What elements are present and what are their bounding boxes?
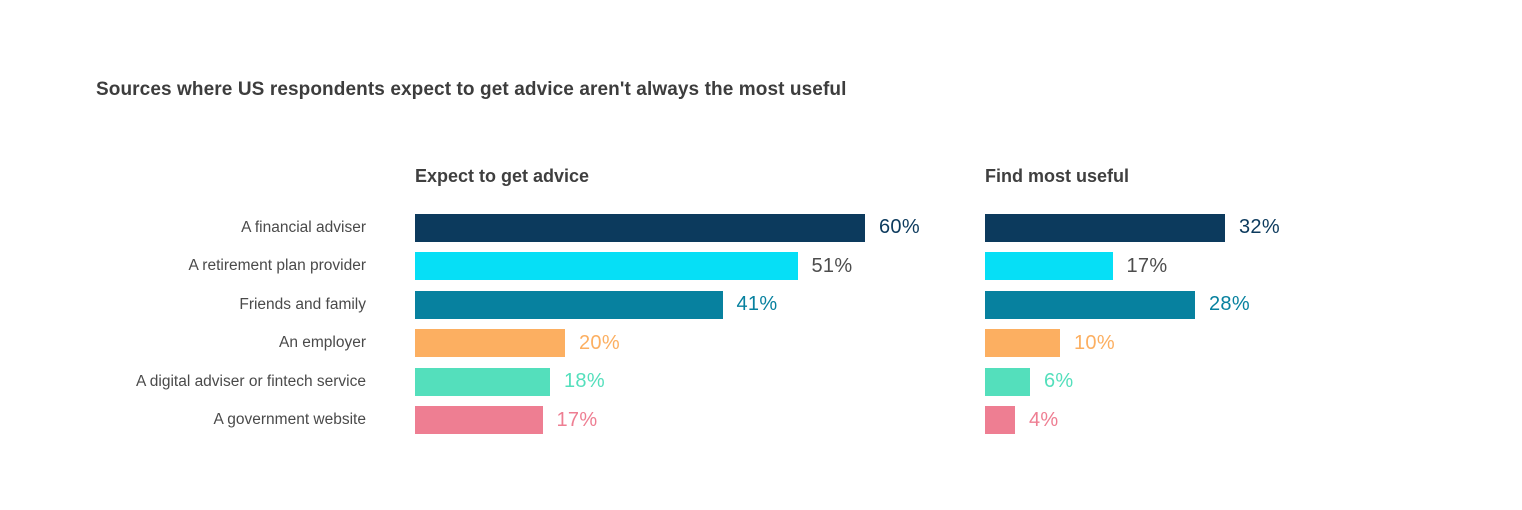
category-label: A financial adviser	[241, 218, 366, 236]
bar	[415, 329, 565, 357]
category-label: A retirement plan provider	[188, 257, 366, 274]
category-label: Friends and family	[239, 295, 366, 313]
bar	[415, 367, 550, 396]
bar-value-label: 28%	[1209, 293, 1250, 315]
bar-value-label: 41%	[736, 293, 778, 315]
bar-value-label: 20%	[579, 331, 620, 354]
bar	[985, 329, 1060, 357]
bar	[415, 213, 865, 242]
bar-cell: 28%	[985, 290, 1425, 319]
bar-cell: 20%	[415, 329, 985, 357]
category-label: An employer	[278, 334, 366, 351]
bar-cell: 17%	[415, 406, 985, 434]
bar-cell: 41%	[415, 290, 985, 319]
bar-value-label: 6%	[1044, 370, 1074, 392]
bar-value-label: 18%	[564, 370, 605, 392]
bar-cell: 60%	[415, 213, 985, 242]
bar-value-label: 51%	[811, 254, 853, 277]
bar-value-label: 60%	[879, 216, 920, 238]
bar	[985, 213, 1225, 242]
chart-grid: Expect to get advice Find most useful A …	[96, 166, 1425, 434]
bar-cell: 18%	[415, 367, 985, 396]
bar-cell: 6%	[985, 367, 1425, 396]
bar-value-label: 10%	[1074, 331, 1115, 354]
bar-cell: 17%	[985, 252, 1425, 280]
category-label: A digital adviser or fintech service	[135, 372, 366, 390]
bar-value-label: 17%	[556, 408, 598, 431]
bar-cell: 4%	[985, 406, 1425, 434]
bar-cell: 32%	[985, 213, 1425, 242]
panel-header-expect-to-get-advice: Expect to get advice	[415, 166, 590, 186]
panel-header-find-most-useful: Find most useful	[985, 166, 1129, 186]
bar	[985, 290, 1195, 319]
bar-value-label: 32%	[1239, 216, 1280, 238]
bar-value-label: 4%	[1029, 408, 1059, 431]
bar-cell: 51%	[415, 252, 985, 280]
bar-cell: 10%	[985, 329, 1425, 357]
bar	[985, 406, 1015, 434]
bar	[415, 252, 798, 280]
bar-value-label: 17%	[1126, 254, 1168, 277]
chart-title: Sources where US respondents expect to g…	[96, 79, 847, 100]
bar	[415, 290, 723, 319]
bar	[985, 252, 1113, 280]
bar	[415, 406, 543, 434]
category-label: A government website	[213, 411, 366, 428]
corner-spacer	[96, 172, 415, 198]
bar	[985, 367, 1030, 396]
